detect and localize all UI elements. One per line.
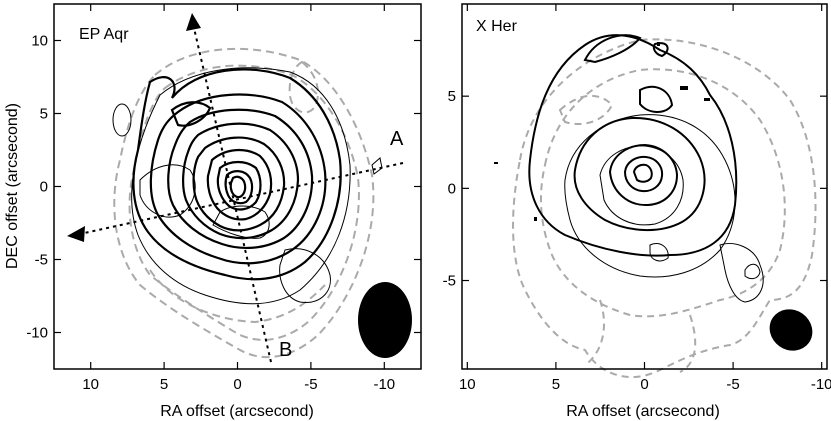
thick-contours — [528, 34, 738, 257]
dashed-contour — [113, 47, 375, 359]
thin-contour — [279, 248, 331, 303]
thin-contour — [719, 243, 764, 303]
y-tick-label: -10 — [26, 325, 48, 342]
thick-contour — [608, 143, 679, 207]
thick-contours — [132, 68, 342, 281]
y-axis-title-left: DEC offset (arcsecond) — [4, 103, 21, 269]
isolated-contour — [371, 157, 383, 175]
thick-contour — [229, 175, 247, 199]
y-tick-label: -5 — [443, 273, 456, 290]
thin-contour — [212, 205, 270, 239]
x-tick-label: -5 — [304, 376, 317, 393]
cut-lines — [79, 27, 404, 363]
thick-contour — [224, 170, 254, 205]
plot-frame — [461, 3, 828, 370]
thick-contour — [170, 101, 212, 127]
y-tick-label: 0 — [40, 179, 48, 196]
cut-label-a: A — [390, 128, 404, 150]
thin-contours — [112, 67, 383, 305]
panel-x-her: 10 5 0 -5 -10 5 0 -5 X Her RA offset (arcsecond… — [443, 3, 831, 420]
thick-contour — [182, 122, 300, 240]
arrow-head-left-icon — [67, 226, 85, 242]
x-tick-label: -10 — [811, 376, 831, 393]
dashed-contour — [558, 94, 614, 125]
thin-contour — [139, 164, 196, 218]
isolated-contour — [112, 103, 132, 137]
speckle — [657, 42, 660, 46]
ticks-right: 10 5 0 -5 -10 5 0 -5 — [443, 4, 831, 393]
thick-contour — [132, 68, 342, 281]
dashed-contour — [288, 60, 319, 114]
y-tick-label: -5 — [35, 252, 48, 269]
dashed-contours — [512, 38, 817, 379]
dashed-contour — [128, 64, 360, 341]
x-tick-label: 10 — [82, 376, 99, 393]
thick-contour — [192, 136, 286, 232]
thick-contour — [573, 116, 706, 231]
y-tick-label: 0 — [448, 180, 456, 197]
thick-contour — [632, 163, 653, 183]
beam-ellipse — [769, 309, 813, 351]
thin-contour — [131, 67, 351, 305]
x-axis-title-right: RA offset (arcsecond) — [566, 403, 720, 420]
thin-contour — [649, 243, 669, 262]
dashed-contour — [512, 38, 817, 379]
panel-label-ep-aqr: EP Aqr — [79, 26, 129, 43]
thick-contour — [149, 93, 327, 265]
cut-line-b — [193, 27, 272, 363]
thin-contours — [564, 114, 764, 303]
dashed-contours — [113, 47, 375, 359]
y-tick-label: 10 — [31, 33, 48, 50]
speckle — [494, 162, 498, 164]
y-tick-label: 5 — [40, 106, 48, 123]
cut-line-a — [79, 162, 404, 235]
panel-ep-aqr: 10 5 0 -5 -10 10 5 0 -5 -10 EP Aqr A B RA offset … — [4, 3, 422, 420]
y-tick-label: 5 — [448, 88, 456, 105]
speckle — [680, 86, 688, 90]
thin-contour — [564, 114, 736, 278]
cut-label-b: B — [279, 339, 292, 361]
x-tick-label: 5 — [552, 376, 560, 393]
thick-contour — [206, 149, 273, 221]
speckle — [704, 98, 710, 101]
thick-contour — [652, 42, 669, 58]
thick-contour — [583, 34, 642, 64]
thick-contour — [167, 108, 314, 250]
dashed-contour — [584, 299, 697, 373]
x-tick-label: -5 — [726, 376, 739, 393]
thick-contour — [623, 155, 664, 193]
x-tick-label: 0 — [640, 376, 648, 393]
speckle — [534, 217, 537, 221]
thin-contour — [744, 263, 761, 280]
x-tick-label: -10 — [373, 376, 395, 393]
speckles — [494, 42, 710, 221]
x-tick-label: 0 — [233, 376, 241, 393]
x-tick-label: 5 — [160, 376, 168, 393]
dashed-contour — [149, 269, 326, 324]
beam-ellipse — [358, 282, 412, 358]
thick-contour — [528, 34, 738, 257]
x-tick-label: 10 — [459, 376, 476, 393]
x-axis-title-left: RA offset (arcsecond) — [160, 403, 314, 420]
thick-contour — [216, 160, 262, 211]
panel-label-x-her: X Her — [476, 18, 518, 35]
arrow-head-top-icon — [186, 13, 201, 31]
ticks-left: 10 5 0 -5 -10 10 5 0 -5 -10 — [26, 4, 421, 393]
thick-contour — [639, 85, 674, 113]
